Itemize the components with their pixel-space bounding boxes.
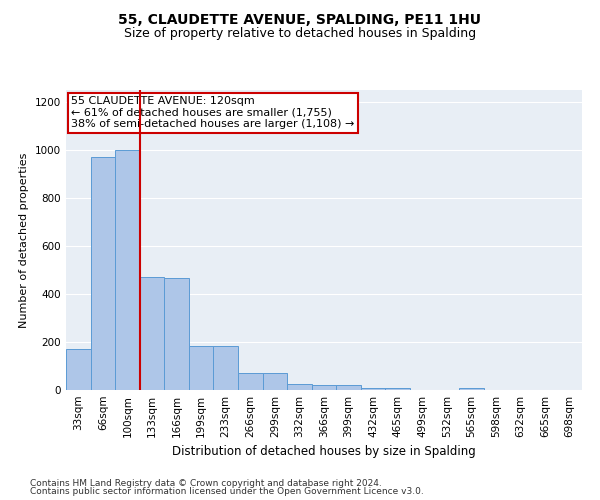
Y-axis label: Number of detached properties: Number of detached properties [19,152,29,328]
Text: 55, CLAUDETTE AVENUE, SPALDING, PE11 1HU: 55, CLAUDETTE AVENUE, SPALDING, PE11 1HU [119,12,482,26]
Text: Size of property relative to detached houses in Spalding: Size of property relative to detached ho… [124,28,476,40]
Text: 55 CLAUDETTE AVENUE: 120sqm
← 61% of detached houses are smaller (1,755)
38% of : 55 CLAUDETTE AVENUE: 120sqm ← 61% of det… [71,96,355,129]
X-axis label: Distribution of detached houses by size in Spalding: Distribution of detached houses by size … [172,446,476,458]
Bar [361,388,385,390]
Bar [164,278,189,390]
Bar [91,157,115,390]
Bar [214,346,238,390]
Text: Contains public sector information licensed under the Open Government Licence v3: Contains public sector information licen… [30,487,424,496]
Bar [66,349,91,390]
Bar [263,373,287,390]
Bar [140,277,164,390]
Bar [287,384,312,390]
Bar [115,150,140,390]
Bar [336,385,361,390]
Text: Contains HM Land Registry data © Crown copyright and database right 2024.: Contains HM Land Registry data © Crown c… [30,478,382,488]
Bar [312,385,336,390]
Bar [459,388,484,390]
Bar [238,373,263,390]
Bar [385,388,410,390]
Bar [189,346,214,390]
